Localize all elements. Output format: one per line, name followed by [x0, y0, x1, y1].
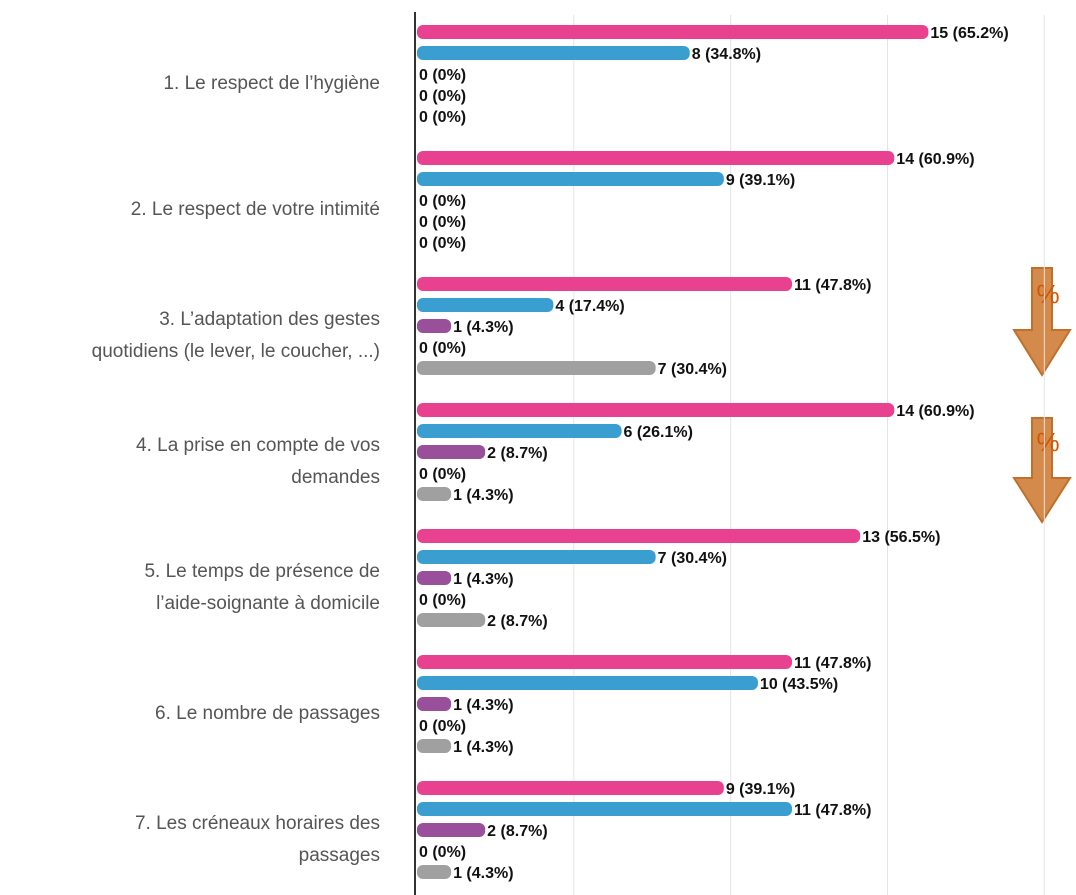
data-label: 1 (4.3%) — [453, 487, 513, 504]
data-label: 0 (0%) — [419, 592, 466, 609]
data-label: 14 (60.9%) — [896, 403, 974, 420]
bar — [417, 739, 452, 753]
bar — [417, 487, 452, 501]
data-label: 1 (4.3%) — [453, 865, 513, 882]
data-label: 11 (47.8%) — [794, 655, 871, 672]
data-label: 7 (30.4%) — [658, 550, 727, 567]
data-label: 1 (4.3%) — [453, 697, 513, 714]
data-label: 2 (8.7%) — [487, 445, 547, 462]
category-label: passages — [299, 845, 380, 866]
data-label: 15 (65.2%) — [930, 25, 1008, 42]
data-label: 0 (0%) — [419, 466, 466, 483]
data-label: 6 (26.1%) — [624, 424, 693, 441]
data-label: 10 (43.5%) — [760, 676, 838, 693]
data-label: 0 (0%) — [419, 844, 466, 861]
data-label: 1 (4.3%) — [453, 571, 513, 588]
category-label: 6. Le nombre de passages — [155, 703, 380, 724]
bar — [417, 361, 656, 375]
data-label: 0 (0%) — [419, 235, 466, 252]
category-label: demandes — [291, 467, 380, 488]
data-label: 14 (60.9%) — [896, 151, 974, 168]
data-label: 0 (0%) — [419, 109, 466, 126]
data-label: 8 (34.8%) — [692, 46, 761, 63]
bar — [417, 823, 486, 837]
bar — [417, 277, 793, 291]
bar — [417, 298, 554, 312]
bar — [417, 25, 929, 39]
bar — [417, 403, 895, 417]
bar — [417, 865, 452, 879]
category-label: 5. Le temps de présence de — [144, 561, 380, 582]
data-label: 9 (39.1%) — [726, 172, 795, 189]
bar — [417, 676, 758, 690]
annotation: % — [1036, 427, 1059, 457]
bar — [417, 445, 486, 459]
data-label: 0 (0%) — [419, 193, 466, 210]
bar — [417, 781, 724, 795]
data-label: 0 (0%) — [419, 340, 466, 357]
data-label: 1 (4.3%) — [453, 739, 513, 756]
bar — [417, 550, 656, 564]
data-label: 2 (8.7%) — [487, 823, 547, 840]
annotation: % — [1036, 279, 1059, 309]
data-label: 13 (56.5%) — [862, 529, 940, 546]
data-label: 0 (0%) — [419, 214, 466, 231]
bar — [417, 802, 793, 816]
bar — [417, 655, 793, 669]
bar — [417, 697, 452, 711]
data-label: 4 (17.4%) — [555, 298, 624, 315]
category-label: 1. Le respect de l’hygiène — [163, 73, 380, 94]
data-label: 2 (8.7%) — [487, 613, 547, 630]
data-label: 7 (30.4%) — [658, 361, 727, 378]
data-label: 0 (0%) — [419, 67, 466, 84]
arrow — [1012, 267, 1072, 524]
category-label: 3. L’adaptation des gestes — [159, 309, 380, 330]
data-label: 0 (0%) — [419, 718, 466, 735]
bar — [417, 424, 622, 438]
data-label: 0 (0%) — [419, 88, 466, 105]
bar — [417, 613, 486, 627]
bar — [417, 172, 724, 186]
category-label: 7. Les créneaux horaires des — [135, 813, 380, 834]
data-label: 1 (4.3%) — [453, 319, 513, 336]
bar — [417, 151, 895, 165]
bar — [417, 529, 861, 543]
category-label: quotidiens (le lever, le coucher, ...) — [92, 341, 380, 362]
category-label: l’aide-soignante à domicile — [156, 593, 380, 614]
category-label: 4. La prise en compte de vos — [136, 435, 380, 456]
data-label: 11 (47.8%) — [794, 802, 871, 819]
category-label: 2. Le respect de votre intimité — [131, 199, 380, 220]
bar — [417, 571, 452, 585]
bar — [417, 319, 452, 333]
bar — [417, 46, 690, 60]
data-label: 9 (39.1%) — [726, 781, 795, 798]
data-label: 11 (47.8%) — [794, 277, 871, 294]
